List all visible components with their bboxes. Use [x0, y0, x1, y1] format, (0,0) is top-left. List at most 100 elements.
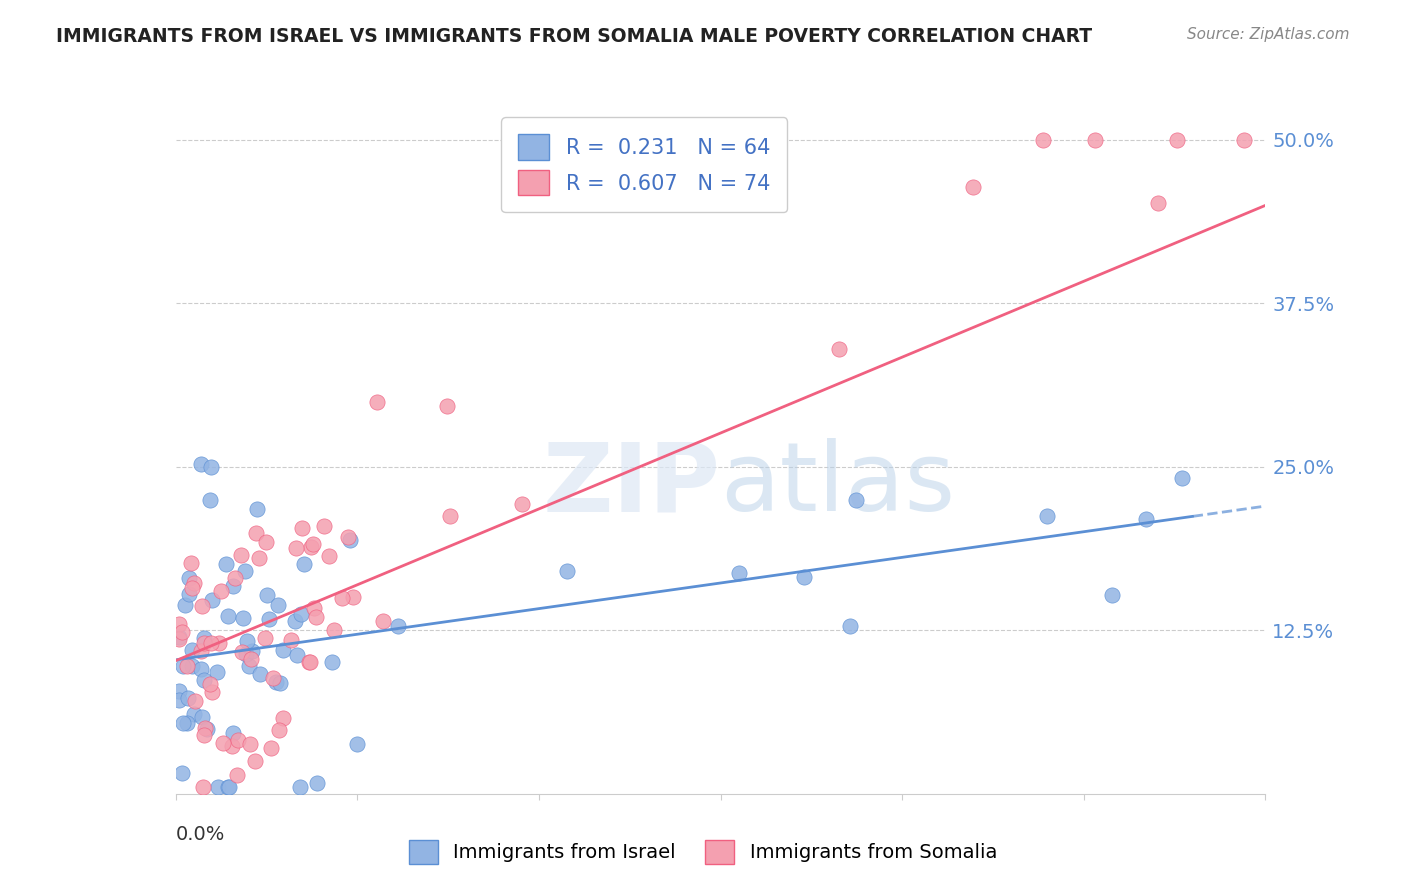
- Point: [321, 655, 343, 669]
- Point: [254, 631, 277, 645]
- Point: [207, 780, 229, 795]
- Point: [1147, 196, 1170, 211]
- Point: [298, 655, 321, 669]
- Point: [169, 617, 191, 632]
- Point: [793, 570, 815, 584]
- Point: [292, 558, 315, 572]
- Point: [828, 342, 851, 356]
- Point: [299, 540, 322, 554]
- Text: atlas: atlas: [721, 438, 956, 532]
- Point: [337, 531, 360, 545]
- Point: [267, 598, 290, 612]
- Point: [260, 741, 283, 756]
- Point: [339, 533, 361, 547]
- Point: [200, 460, 222, 475]
- Point: [224, 571, 246, 585]
- Point: [305, 776, 328, 790]
- Text: Source: ZipAtlas.com: Source: ZipAtlas.com: [1187, 27, 1350, 42]
- Point: [195, 722, 218, 736]
- Point: [387, 619, 409, 633]
- Point: [1135, 512, 1157, 526]
- Point: [839, 619, 862, 633]
- Point: [342, 591, 364, 605]
- Point: [198, 493, 221, 508]
- Point: [301, 536, 323, 550]
- Point: [173, 599, 195, 613]
- Point: [222, 579, 245, 593]
- Point: [228, 732, 250, 747]
- Legend: Immigrants from Israel, Immigrants from Somalia: Immigrants from Israel, Immigrants from …: [399, 830, 1007, 873]
- Point: [371, 614, 394, 628]
- Point: [366, 395, 388, 409]
- Point: [201, 685, 224, 699]
- Point: [288, 780, 311, 795]
- Point: [439, 509, 461, 524]
- Point: [257, 612, 280, 626]
- Point: [304, 601, 326, 615]
- Point: [190, 643, 212, 657]
- Point: [962, 180, 984, 194]
- Point: [323, 624, 346, 638]
- Point: [198, 677, 221, 691]
- Point: [1171, 471, 1194, 485]
- Point: [191, 599, 214, 613]
- Point: [287, 648, 309, 662]
- Point: [180, 581, 202, 595]
- Point: [557, 564, 579, 578]
- Point: [226, 768, 249, 782]
- Point: [271, 642, 294, 657]
- Point: [236, 634, 259, 648]
- Point: [346, 737, 368, 751]
- Point: [256, 588, 278, 602]
- Point: [269, 676, 291, 690]
- Point: [1036, 509, 1059, 524]
- Point: [238, 659, 260, 673]
- Point: [285, 541, 308, 556]
- Point: [193, 631, 215, 645]
- Text: IMMIGRANTS FROM ISRAEL VS IMMIGRANTS FROM SOMALIA MALE POVERTY CORRELATION CHART: IMMIGRANTS FROM ISRAEL VS IMMIGRANTS FRO…: [56, 27, 1092, 45]
- Legend: R =  0.231   N = 64, R =  0.607   N = 74: R = 0.231 N = 64, R = 0.607 N = 74: [502, 118, 787, 212]
- Point: [247, 551, 270, 566]
- Point: [176, 690, 198, 705]
- Point: [330, 591, 353, 606]
- Point: [1101, 589, 1123, 603]
- Point: [190, 710, 212, 724]
- Point: [215, 557, 238, 571]
- Point: [172, 625, 194, 640]
- Point: [1396, 133, 1406, 147]
- Point: [291, 520, 314, 534]
- Point: [1166, 133, 1188, 147]
- Point: [184, 694, 207, 708]
- Point: [1233, 133, 1256, 147]
- Point: [172, 716, 194, 731]
- Point: [221, 739, 243, 753]
- Point: [191, 780, 214, 795]
- Point: [264, 674, 287, 689]
- Point: [233, 564, 256, 578]
- Point: [1346, 133, 1368, 147]
- Point: [510, 497, 533, 511]
- Point: [169, 630, 191, 644]
- Point: [176, 716, 198, 731]
- Point: [239, 737, 262, 751]
- Text: ZIP: ZIP: [543, 438, 721, 532]
- Point: [209, 584, 232, 599]
- Point: [193, 728, 215, 742]
- Point: [1286, 133, 1309, 147]
- Point: [290, 607, 312, 621]
- Point: [193, 673, 215, 688]
- Point: [318, 549, 340, 564]
- Point: [217, 780, 239, 795]
- Point: [177, 587, 200, 601]
- Point: [249, 667, 271, 681]
- Point: [208, 635, 231, 649]
- Point: [239, 652, 262, 666]
- Point: [193, 636, 215, 650]
- Point: [284, 615, 307, 629]
- Point: [172, 659, 194, 673]
- Point: [245, 526, 267, 541]
- Point: [246, 502, 269, 516]
- Point: [1032, 133, 1054, 147]
- Point: [169, 693, 191, 707]
- Point: [180, 556, 202, 570]
